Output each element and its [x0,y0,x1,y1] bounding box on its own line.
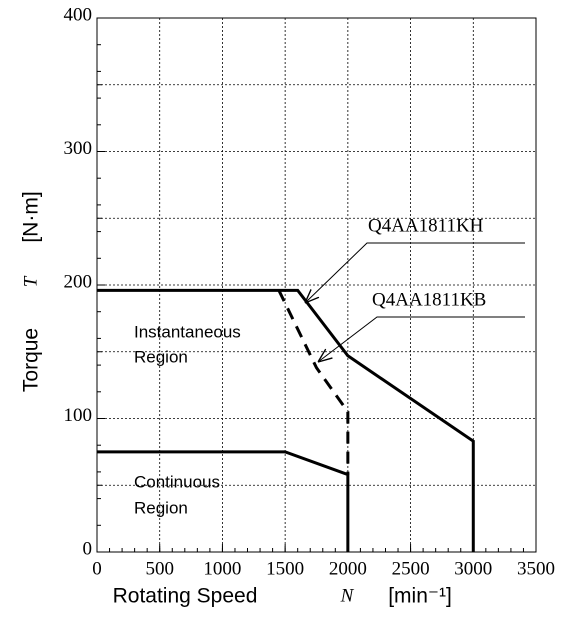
y-tick-label: 400 [64,4,93,25]
y-axis-label: Torque T [N·m] [20,191,43,392]
label-kh: Q4AA1811KH [368,215,484,236]
x-tick-label: 3000 [454,558,492,579]
y-symbol: T [20,275,41,287]
x-symbol: N [340,585,355,606]
annotation: Region [134,347,188,366]
y-unit: [N·m] [20,191,43,242]
annotation: Region [134,498,188,517]
y-tick-label: 0 [83,538,93,559]
x-axis-label: Rotating Speed N [min⁻¹] [113,585,452,608]
annotation: Continuous [134,472,220,491]
plot-frame [96,17,537,553]
x-label: Rotating Speed [113,585,258,608]
annotation: Instantaneous [134,322,241,341]
y-tick-label: 200 [64,271,93,292]
x-tick-label: 2500 [392,558,430,579]
y-tick-label: 300 [64,138,93,159]
x-tick-label: 1500 [266,558,304,579]
leader-kb [318,316,525,362]
series-line [97,450,350,552]
y-tick-label: 100 [64,405,93,426]
series-line [277,289,350,475]
leader-kh [305,242,525,303]
y-label: Torque [20,328,43,392]
x-tick-label: 3500 [517,558,555,579]
x-unit: [min⁻¹] [388,585,452,608]
x-tick-label: 500 [145,558,174,579]
series-line [97,288,475,552]
x-tick-label: 1000 [203,558,241,579]
x-tick-label: 2000 [329,558,367,579]
label-kb: Q4AA1811KB [372,289,486,310]
x-tick-label: 0 [92,558,102,579]
